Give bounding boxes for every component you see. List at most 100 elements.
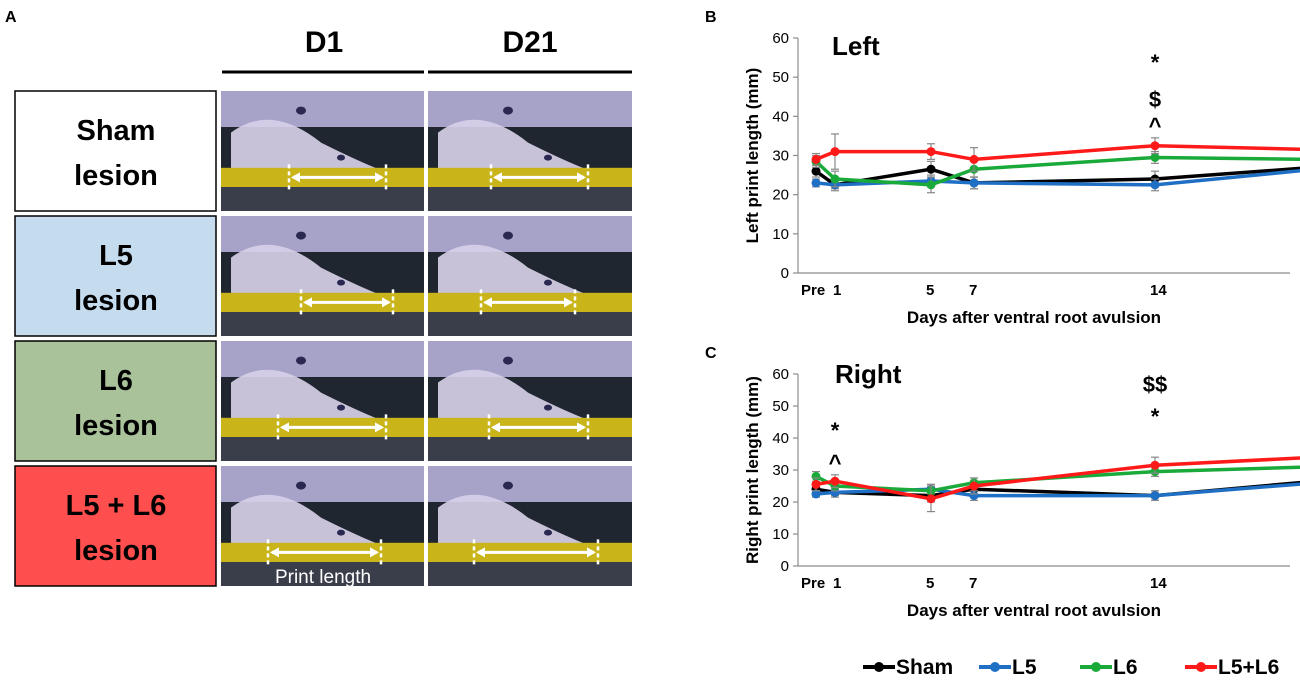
data-point: [969, 491, 979, 501]
legend-swatch-marker: [1091, 662, 1101, 672]
data-point: [830, 174, 840, 184]
significance-marker: *: [1151, 50, 1160, 75]
data-point: [811, 489, 821, 499]
x-tick-label-Pre: Pre: [801, 575, 825, 592]
svg-text:L5: L5: [99, 240, 133, 272]
x-tick-label-5: 5: [926, 282, 934, 299]
data-point: [811, 166, 821, 176]
svg-text:Sham: Sham: [77, 115, 156, 147]
legend-label: L5+L6: [1218, 656, 1279, 679]
y-tick-label: 0: [781, 265, 789, 282]
svg-text:lesion: lesion: [74, 410, 158, 442]
x-axis-label: Days after ventral root avulsion: [907, 308, 1161, 327]
panel-label-b: B: [705, 9, 717, 26]
paw-photo-row3-d1: [221, 341, 424, 461]
y-tick-label: 20: [772, 187, 789, 204]
y-axis-label: Left print length (mm): [743, 68, 762, 244]
x-tick-label-5: 5: [926, 575, 934, 592]
paw-photo-row1-d21: [428, 91, 632, 211]
y-tick-label: 0: [781, 558, 789, 575]
row-label-sham: Sham lesion: [14, 90, 217, 212]
data-point: [926, 180, 936, 190]
y-tick-label: 10: [772, 226, 789, 243]
series-l5-l6: [811, 133, 1300, 172]
data-point: [969, 154, 979, 164]
y-tick-label: 30: [772, 462, 789, 479]
legend-label: L5: [1012, 656, 1037, 679]
col-header-d21: D21: [502, 26, 557, 59]
paw-photo-row1-d1: [221, 91, 424, 211]
data-point: [830, 487, 840, 497]
panel-label-c: C: [705, 345, 717, 362]
y-tick-label: 30: [772, 148, 789, 165]
row-label-l5: L5 lesion: [14, 215, 217, 337]
y-tick-label: 50: [772, 69, 789, 86]
data-point: [811, 178, 821, 188]
x-tick-label-Pre: Pre: [801, 282, 825, 299]
svg-text:L5 + L6: L5 + L6: [66, 490, 167, 522]
significance-marker: *: [831, 418, 840, 443]
legend-label: L6: [1113, 656, 1138, 679]
data-point: [1150, 141, 1160, 151]
chart-title: Right: [835, 359, 902, 389]
series-sham: [811, 160, 1300, 192]
col-header-d1: D1: [305, 26, 343, 59]
data-point: [1150, 460, 1160, 470]
row-label-l5-l6: L5 + L6 lesion: [14, 465, 217, 587]
x-tick-label-14: 14: [1150, 575, 1167, 592]
significance-marker: ^: [1149, 113, 1162, 138]
print-length-label: Print length: [275, 567, 371, 588]
data-point: [969, 178, 979, 188]
x-tick-label-1: 1: [833, 575, 841, 592]
y-tick-label: 50: [772, 398, 789, 415]
x-tick-label-7: 7: [969, 282, 977, 299]
x-axis-label: Days after ventral root avulsion: [907, 601, 1161, 620]
legend-swatch-marker: [990, 662, 1000, 672]
y-tick-label: 20: [772, 494, 789, 511]
data-point: [1150, 152, 1160, 162]
legend-item-l6: L6: [1080, 656, 1138, 679]
svg-text:lesion: lesion: [74, 160, 158, 192]
chart-title: Left: [832, 31, 880, 61]
data-point: [926, 164, 936, 174]
chart-left: 0102030405060Pre1571421Days after ventra…: [743, 30, 1300, 327]
svg-text:lesion: lesion: [74, 285, 158, 317]
y-tick-label: 10: [772, 526, 789, 543]
significance-marker: $: [1149, 87, 1161, 112]
data-point: [1150, 491, 1160, 501]
significance-marker: $$: [1143, 372, 1167, 397]
legend-swatch-marker: [874, 662, 884, 672]
y-axis-label: Right print length (mm): [743, 376, 762, 564]
series-line: [815, 465, 1300, 493]
y-tick-label: 40: [772, 108, 789, 125]
legend-item-sham: Sham: [863, 656, 953, 679]
row-label-l6: L6 lesion: [14, 340, 217, 462]
y-tick-label: 60: [772, 30, 789, 47]
y-tick-label: 60: [772, 366, 789, 383]
panel-label-a: A: [5, 9, 17, 26]
data-point: [811, 479, 821, 489]
data-point: [811, 154, 821, 164]
y-tick-label: 40: [772, 430, 789, 447]
data-point: [926, 147, 936, 157]
data-point: [926, 494, 936, 504]
paw-photo-row2-d1: [221, 216, 424, 336]
data-point: [830, 147, 840, 157]
svg-text:L6: L6: [99, 365, 133, 397]
data-point: [830, 476, 840, 486]
paw-photo-row4-d1: [221, 466, 424, 586]
legend-item-l5-l6: L5+L6: [1185, 656, 1279, 679]
legend: Sham L5 L6 L5+L6: [863, 656, 1279, 679]
paw-photo-row2-d21: [428, 216, 632, 336]
data-point: [969, 481, 979, 491]
legend-swatch-marker: [1196, 662, 1206, 672]
legend-label: Sham: [896, 656, 953, 679]
paw-photo-row3-d21: [428, 341, 632, 461]
significance-marker: ^: [829, 450, 842, 475]
data-point: [1150, 180, 1160, 190]
x-tick-label-1: 1: [833, 282, 841, 299]
svg-text:lesion: lesion: [74, 535, 158, 567]
paw-photo-grid: Print length: [221, 91, 632, 588]
paw-photo-row4-d21: [428, 466, 632, 586]
